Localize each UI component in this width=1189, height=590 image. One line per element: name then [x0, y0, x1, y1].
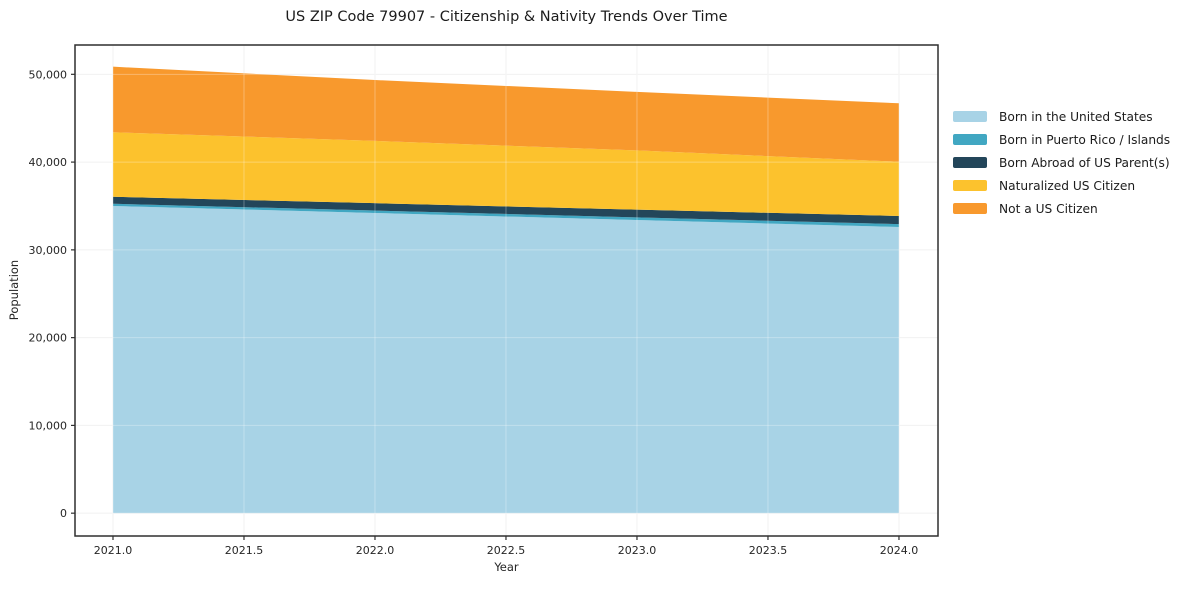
- legend-label: Naturalized US Citizen: [999, 178, 1136, 193]
- y-tick-label: 10,000: [29, 419, 68, 432]
- legend-swatch: [953, 203, 987, 214]
- x-tick-label: 2023.5: [749, 544, 788, 557]
- gridlines-overlay: [75, 45, 938, 536]
- x-tick-label: 2021.5: [225, 544, 264, 557]
- y-tick-label: 30,000: [29, 244, 68, 257]
- area-naturalized-us-citizen: [112, 132, 899, 216]
- x-tick-label: 2022.0: [356, 544, 395, 557]
- x-tick-label: 2021.0: [94, 544, 133, 557]
- legend-item-naturalized-us-citizen: Naturalized US Citizen: [953, 174, 1170, 197]
- x-tick-label: 2023.0: [618, 544, 657, 557]
- legend-item-not-a-us-citizen: Not a US Citizen: [953, 197, 1170, 220]
- x-tick-label: 2024.0: [880, 544, 919, 557]
- area-born-in-the-united-states: [112, 205, 899, 514]
- chart-title: US ZIP Code 79907 - Citizenship & Nativi…: [285, 9, 728, 25]
- legend-label: Born in Puerto Rico / Islands: [999, 132, 1171, 147]
- x-tick-label: 2022.5: [487, 544, 526, 557]
- legend-label: Not a US Citizen: [999, 201, 1098, 216]
- y-axis-label: Population: [7, 259, 21, 321]
- legend: Born in the United States Born in Puerto …: [953, 105, 1170, 220]
- legend-swatch: [953, 111, 987, 122]
- y-tick-label: 0: [60, 507, 67, 520]
- area-not-a-us-citizen: [112, 66, 899, 162]
- legend-swatch: [953, 134, 987, 145]
- legend-swatch: [953, 180, 987, 191]
- legend-label: Born in the United States: [999, 109, 1153, 124]
- area-born-in-puerto-rico-islands: [112, 203, 899, 228]
- axis-ticks: 0 10,000 20,000 30,000 40,000 50,000 2021.0 202…: [29, 68, 919, 557]
- y-tick-label: 50,000: [29, 68, 68, 81]
- legend-swatch: [953, 157, 987, 168]
- legend-item-born-abroad-of-us-parent-s: Born Abroad of US Parent(s): [953, 151, 1170, 174]
- area-born-abroad-of-us-parent-s: [112, 196, 899, 225]
- stacked-areas: [112, 66, 899, 514]
- y-tick-label: 40,000: [29, 156, 68, 169]
- y-tick-label: 20,000: [29, 332, 68, 345]
- x-axis-label: Year: [494, 560, 519, 574]
- legend-item-born-in-the-united-states: Born in the United States: [953, 105, 1170, 128]
- legend-label: Born Abroad of US Parent(s): [999, 155, 1170, 170]
- legend-item-born-in-puerto-rico-islands: Born in Puerto Rico / Islands: [953, 128, 1170, 151]
